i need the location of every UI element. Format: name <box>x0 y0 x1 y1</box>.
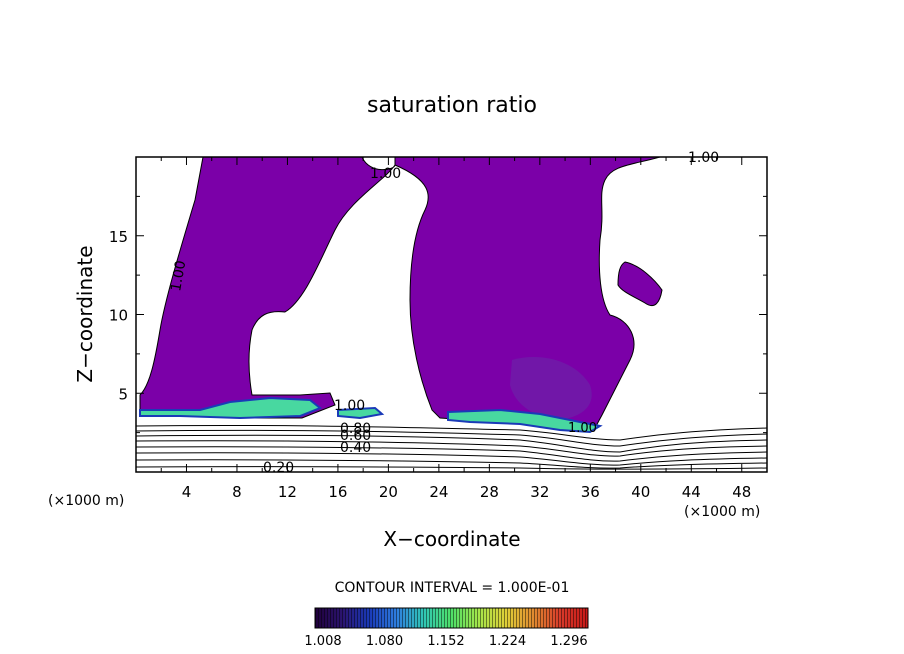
contour-label: 0.20 <box>263 460 294 476</box>
contour-labels: 1.00 1.00 1.00 1.00 1.00 0.80 0.60 0.40 … <box>168 150 719 476</box>
y-tick-label: 15 <box>109 228 128 246</box>
x-tick-label: 44 <box>682 483 701 501</box>
x-unit-label-left: (×1000 m) <box>48 493 124 509</box>
contour-label: 1.00 <box>568 421 597 436</box>
x-tick-label: 20 <box>379 483 398 501</box>
contour-interval-text: CONTOUR INTERVAL = 1.000E-01 <box>335 580 570 596</box>
contour-label: 1.00 <box>334 398 365 414</box>
x-axis-ticks: 4 8 12 16 20 24 28 32 36 40 44 48 <box>160 157 751 501</box>
y-tick-label: 10 <box>109 307 128 325</box>
x-tick-label: 36 <box>581 483 600 501</box>
contour-label: 1.00 <box>370 166 401 182</box>
green-band-right <box>447 408 603 434</box>
x-tick-label: 40 <box>631 483 650 501</box>
contour-label: 0.80 <box>340 421 371 437</box>
contour-label: 1.00 <box>688 150 719 166</box>
contour-label: 0.60 <box>340 428 371 444</box>
contour-label: 0.40 <box>340 440 371 456</box>
green-band-mid <box>337 406 385 420</box>
supersaturation-core <box>510 357 592 420</box>
x-tick-label: 48 <box>732 483 751 501</box>
colorbar-tick-label: 1.224 <box>489 634 526 649</box>
chart-title: saturation ratio <box>367 93 537 118</box>
colorbar-tick-label: 1.152 <box>427 634 464 649</box>
colorbar-tick-label: 1.296 <box>550 634 587 649</box>
y-tick-label: 5 <box>118 385 128 403</box>
contour-fill <box>139 157 767 434</box>
y-axis-ticks: 5 10 15 <box>109 195 767 434</box>
x-tick-label: 16 <box>328 483 347 501</box>
colorbar-tick-label: 1.008 <box>304 634 341 649</box>
x-axis-label: X−coordinate <box>383 527 520 551</box>
x-tick-label: 28 <box>480 483 499 501</box>
x-tick-label: 32 <box>530 483 549 501</box>
supersaturation-region-middle <box>394 157 767 429</box>
colorbar-tick-label: 1.080 <box>366 634 403 649</box>
colorbar-hatch <box>315 608 588 628</box>
supersaturation-region-left <box>139 157 396 419</box>
contour-lines <box>136 424 767 470</box>
x-tick-label: 12 <box>278 483 297 501</box>
contour-label: 1.00 <box>168 259 189 292</box>
y-axis-label: Z−coordinate <box>73 245 97 382</box>
supersaturation-region-island <box>617 261 663 307</box>
x-unit-label-right: (×1000 m) <box>684 504 760 520</box>
x-tick-label: 4 <box>182 483 192 501</box>
x-tick-label: 8 <box>232 483 242 501</box>
colorbar: 1.008 1.080 1.152 1.224 1.296 <box>304 607 589 649</box>
x-tick-label: 24 <box>429 483 448 501</box>
green-band-left <box>139 396 322 420</box>
